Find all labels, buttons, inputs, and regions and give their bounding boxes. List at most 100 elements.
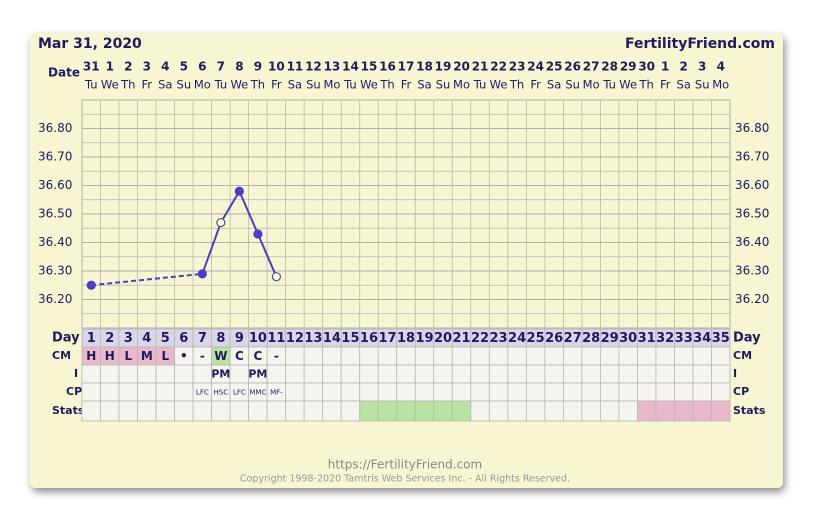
cell bbox=[711, 382, 731, 402]
cell bbox=[396, 346, 416, 366]
cell bbox=[655, 346, 675, 366]
cell bbox=[507, 364, 527, 384]
cell bbox=[525, 400, 546, 422]
date-label: 20 bbox=[453, 60, 470, 74]
cell bbox=[266, 400, 287, 422]
cell bbox=[100, 382, 120, 402]
weekday-label: Th bbox=[250, 78, 265, 92]
cp-value: MF- bbox=[270, 389, 283, 397]
weekday-label: Mo bbox=[453, 78, 470, 92]
cell bbox=[359, 400, 379, 422]
cell bbox=[488, 400, 509, 422]
cp-value: LFC bbox=[196, 389, 209, 397]
day-number: 7 bbox=[198, 331, 207, 346]
cell bbox=[692, 400, 712, 422]
cm-value: C bbox=[253, 349, 262, 363]
day-number: 1 bbox=[87, 331, 96, 346]
date-label: 3 bbox=[698, 60, 706, 74]
cm-value: • bbox=[180, 349, 188, 363]
cell bbox=[359, 382, 379, 402]
cell bbox=[525, 382, 546, 402]
line-segment bbox=[219, 190, 241, 224]
cell bbox=[451, 382, 472, 402]
date-label: 4 bbox=[717, 60, 725, 74]
cell bbox=[600, 364, 620, 384]
weekday-label: Sa bbox=[547, 78, 561, 92]
date-label: 16 bbox=[379, 60, 396, 74]
day-number: 21 bbox=[452, 331, 470, 346]
weekday-label: Fr bbox=[660, 78, 671, 92]
date-label: 6 bbox=[198, 60, 206, 74]
y-tick-label: 36.60 bbox=[38, 178, 72, 192]
cell bbox=[692, 346, 712, 366]
cell bbox=[303, 346, 324, 366]
y-tick-label: 36.70 bbox=[38, 150, 72, 164]
cell bbox=[303, 364, 324, 384]
brand[interactable]: FertilityFriend.com bbox=[625, 36, 775, 52]
cm-value: C bbox=[235, 349, 244, 363]
cp-value: HSC bbox=[214, 389, 229, 397]
weekday-label: Su bbox=[436, 78, 451, 92]
date-label: 15 bbox=[361, 60, 378, 74]
day-number: 16 bbox=[360, 331, 378, 346]
date-label: 1 bbox=[661, 60, 669, 74]
day-number: 2 bbox=[105, 331, 114, 346]
day-number: 35 bbox=[712, 331, 730, 346]
cell bbox=[340, 400, 361, 422]
cell bbox=[174, 400, 194, 422]
date-label: 13 bbox=[324, 60, 341, 74]
day-number: 20 bbox=[434, 331, 452, 346]
cm-value: H bbox=[105, 349, 115, 363]
cell bbox=[414, 346, 435, 366]
cell bbox=[322, 364, 342, 384]
date-label: 28 bbox=[601, 60, 618, 74]
cell bbox=[81, 364, 101, 384]
weekday-label: Su bbox=[565, 78, 580, 92]
cell bbox=[655, 400, 675, 422]
day-number: 11 bbox=[267, 331, 285, 346]
cell bbox=[581, 382, 601, 402]
cell bbox=[414, 382, 435, 402]
cell bbox=[396, 400, 416, 422]
cm-value: L bbox=[124, 349, 132, 363]
row-label: CP bbox=[66, 385, 82, 398]
cell bbox=[155, 400, 175, 422]
weekday-label: Fr bbox=[271, 78, 282, 92]
cell bbox=[100, 364, 120, 384]
weekday-label: Fr bbox=[401, 78, 412, 92]
dashed-connector bbox=[91, 272, 203, 287]
cell bbox=[340, 364, 361, 384]
cell bbox=[322, 346, 342, 366]
cell bbox=[637, 346, 657, 366]
cell bbox=[655, 364, 675, 384]
i-value: PM bbox=[211, 368, 230, 381]
cell bbox=[340, 346, 361, 366]
weekday-label: Sa bbox=[288, 78, 302, 92]
cell bbox=[544, 364, 564, 384]
cell bbox=[637, 382, 657, 402]
cell bbox=[377, 400, 398, 422]
date-label: 2 bbox=[124, 60, 132, 74]
cell bbox=[618, 400, 638, 422]
row-label: CM bbox=[52, 349, 71, 362]
cell bbox=[525, 364, 546, 384]
cell bbox=[285, 382, 305, 402]
cell bbox=[433, 400, 453, 422]
y-tick-label: 36.30 bbox=[38, 264, 72, 278]
y-tick-label-right: 36.60 bbox=[735, 178, 769, 192]
weekday-label: Th bbox=[120, 78, 135, 92]
weekday-label: Sa bbox=[158, 78, 172, 92]
cell bbox=[544, 382, 564, 402]
weekday-label: Tu bbox=[473, 78, 487, 92]
day-number: 30 bbox=[619, 331, 637, 346]
y-tick-label: 36.50 bbox=[38, 207, 72, 221]
line-segment bbox=[238, 190, 259, 235]
cell bbox=[303, 382, 324, 402]
footer-url[interactable]: https://FertilityFriend.com bbox=[328, 458, 482, 472]
date-label: 25 bbox=[546, 60, 563, 74]
cell bbox=[433, 346, 453, 366]
weekday-label: Th bbox=[379, 78, 394, 92]
date-label: 12 bbox=[305, 60, 322, 74]
date-label: 10 bbox=[268, 60, 285, 74]
cell bbox=[155, 382, 175, 402]
